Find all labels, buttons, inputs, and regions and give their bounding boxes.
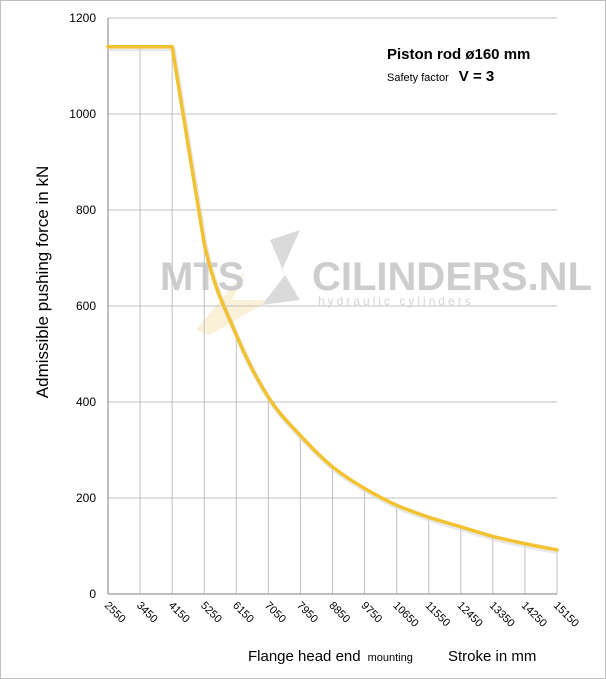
x-tick-label: 11550 (423, 600, 453, 630)
y-tick-label: 200 (76, 491, 96, 505)
x-axis-label-right: Stroke in mm (448, 648, 536, 665)
series-line (106, 45, 559, 552)
watermark-logo: MTS CILINDERS.NL hydraulic cylinders (160, 230, 592, 335)
watermark-tagline: hydraulic cylinders (318, 294, 474, 308)
annotation-safety-factor: Safety factor (387, 72, 449, 84)
x-tick-label: 7050 (262, 600, 288, 626)
watermark-brand-left: MTS (160, 255, 244, 299)
y-tick-label: 0 (89, 587, 96, 601)
x-axis-label-suffix: mounting (368, 652, 413, 664)
axis-layer (107, 18, 557, 595)
y-tick-label: 600 (76, 299, 96, 313)
y-tick-label: 1200 (69, 11, 96, 25)
x-tick-label: 8850 (326, 600, 352, 626)
annotation-safety-group: Safety factor V = 3 (387, 68, 494, 85)
x-tick-label: 9750 (358, 600, 384, 626)
x-tick-label: 3450 (134, 600, 160, 626)
x-tick-label: 5250 (198, 600, 224, 626)
y-axis-label: Admissible pushing force in kN (33, 166, 52, 398)
tick-layer: 0 200 400 600 800 1000 1200 2550 3450 4150 5250 615… (69, 11, 581, 630)
y-tick-label: 800 (76, 203, 96, 217)
watermark-swoosh-icon (196, 270, 270, 335)
x-tick-label: 10650 (391, 600, 421, 630)
x-tick-label: 2550 (102, 600, 128, 626)
x-tick-label: 14250 (519, 600, 549, 630)
series-layer (106, 45, 559, 555)
x-tick-label: 15150 (551, 600, 581, 630)
grid-layer (108, 17, 558, 594)
x-tick-label: 4150 (166, 600, 192, 626)
x-tick-label: 7950 (294, 600, 320, 626)
watermark-arrow-icon (262, 230, 300, 305)
x-tick-label: 12450 (455, 600, 485, 630)
y-tick-label: 1000 (69, 107, 96, 121)
x-tick-label: 6150 (230, 600, 256, 626)
y-tick-label: 400 (76, 395, 96, 409)
x-tick-label: 13350 (487, 600, 517, 630)
annotation-safety-value: V = 3 (459, 68, 494, 85)
x-axis-label-group: Flange head end mounting (248, 648, 413, 665)
annotation-piston-rod: Piston rod ø160 mm (387, 46, 530, 63)
x-axis-label: Flange head end (248, 648, 361, 665)
watermark-brand-right: CILINDERS.NL (312, 255, 592, 299)
